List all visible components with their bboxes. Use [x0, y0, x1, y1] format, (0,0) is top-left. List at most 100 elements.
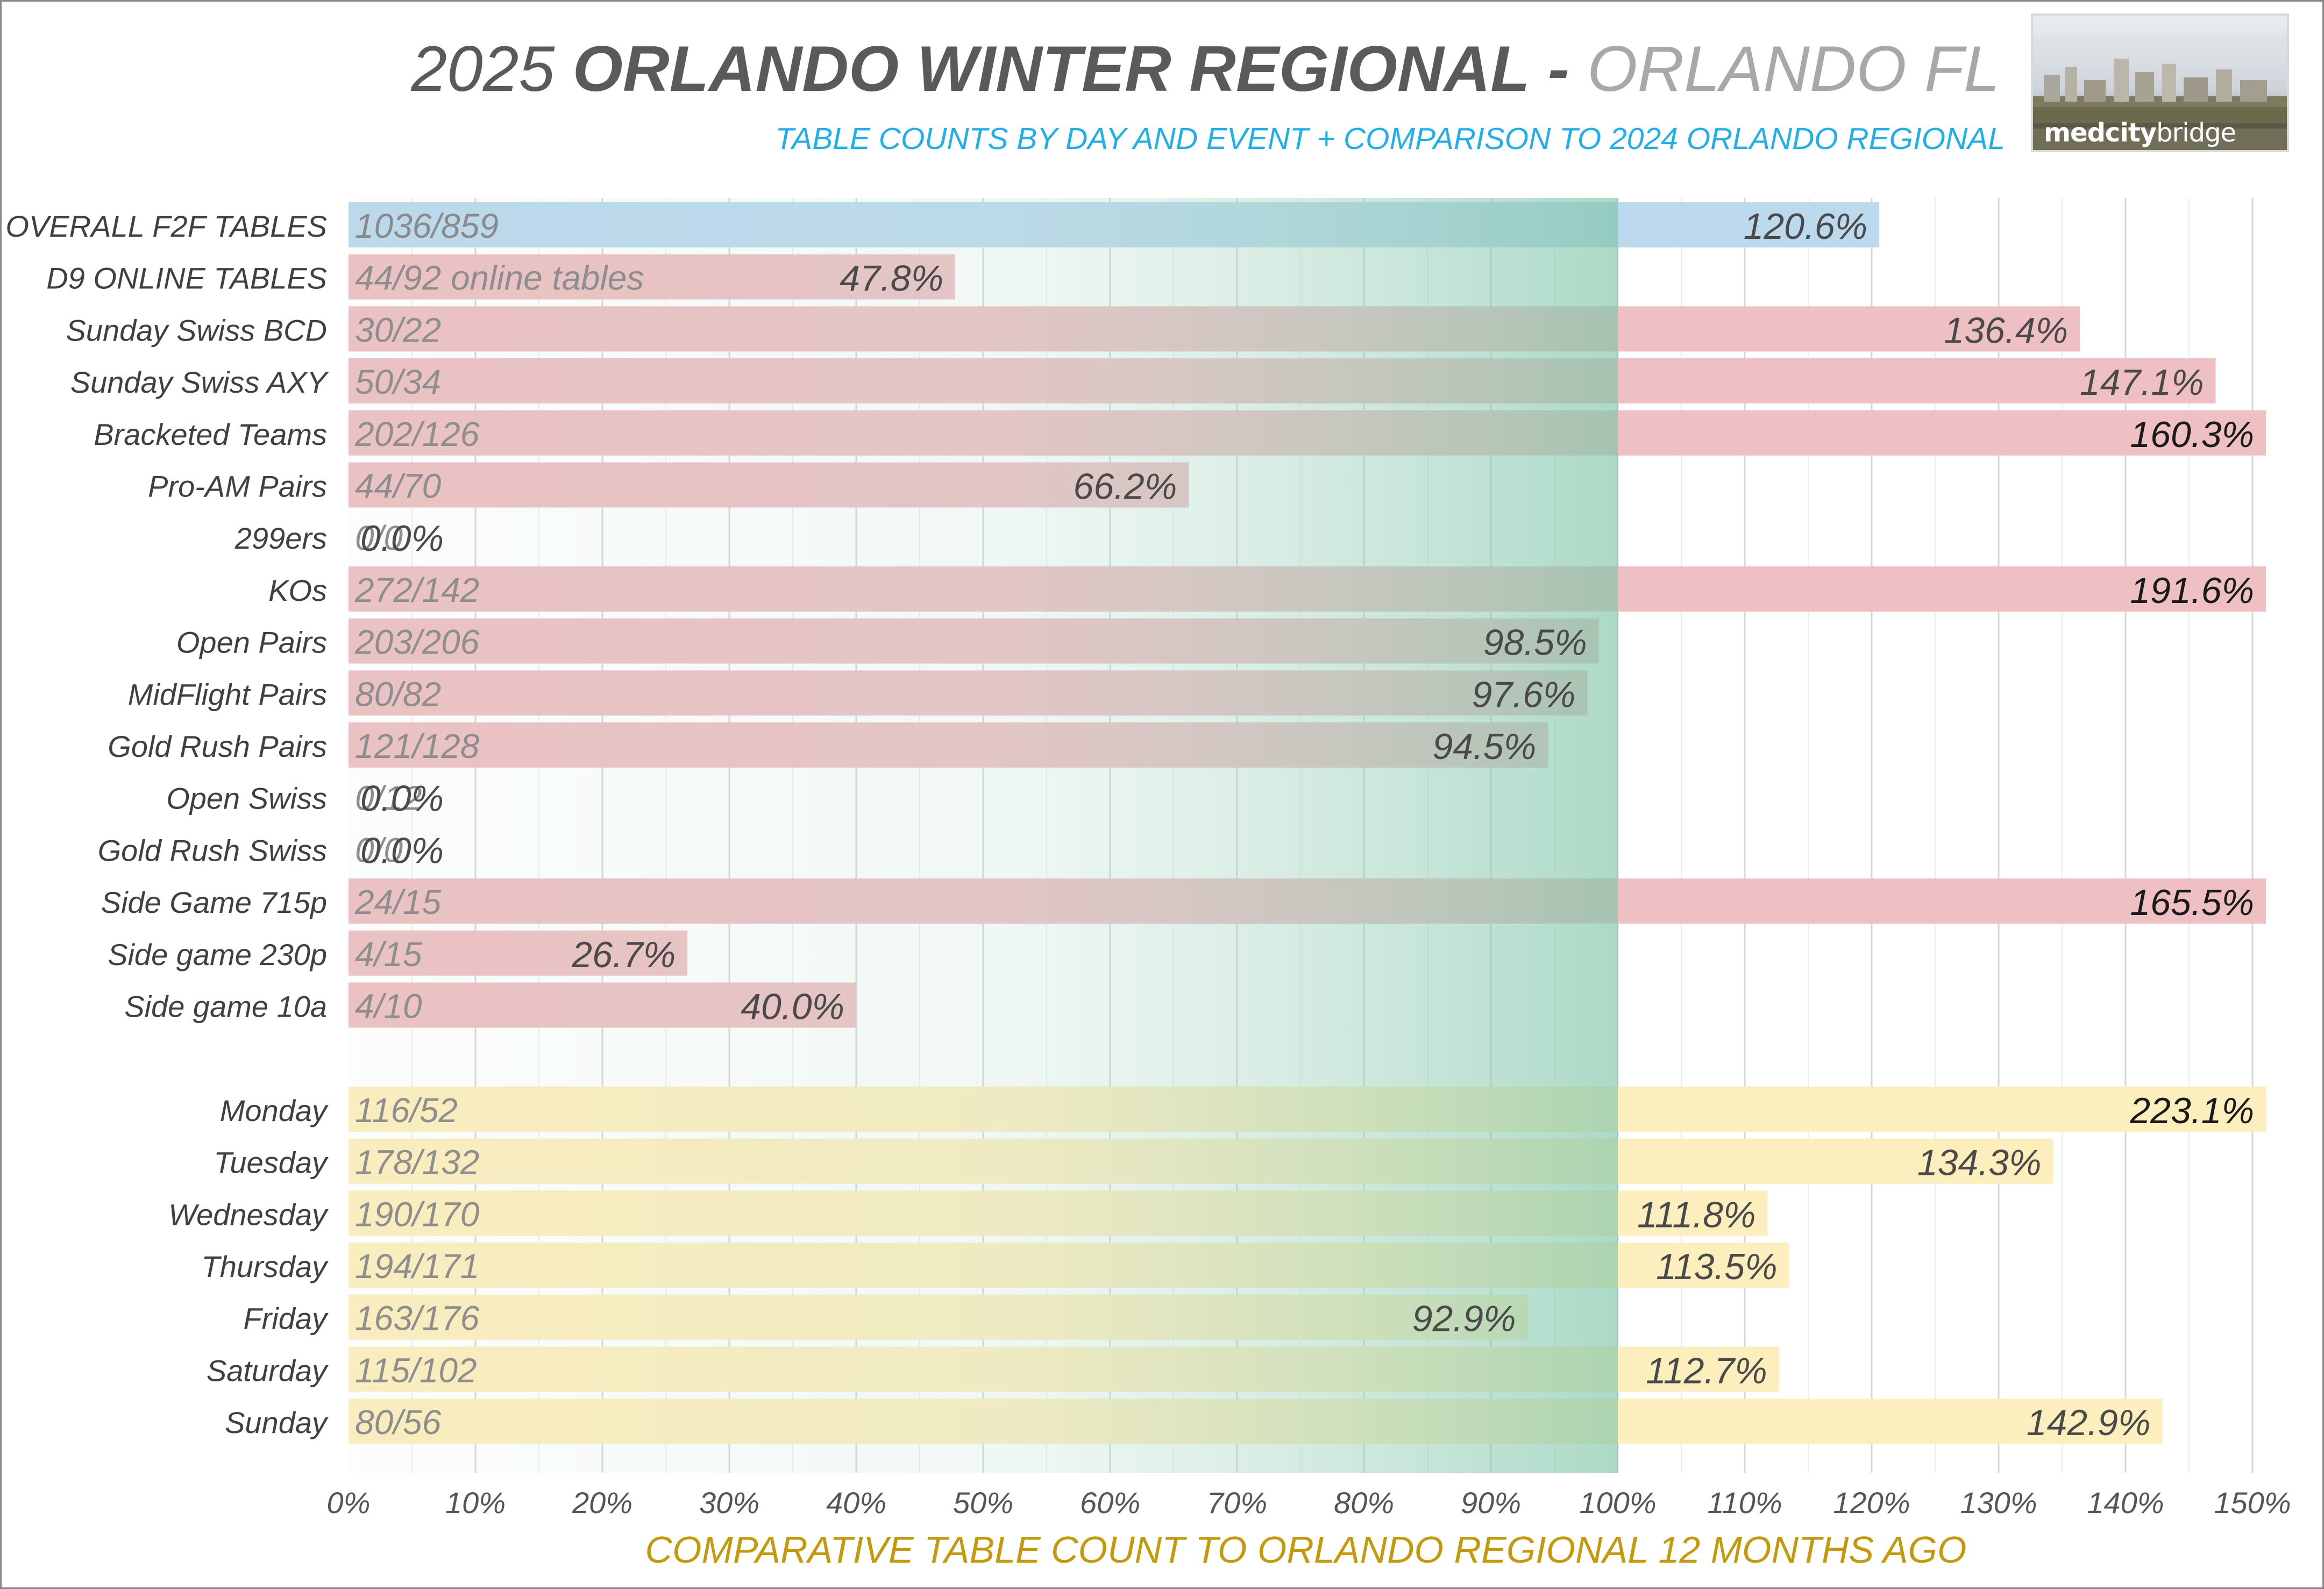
percent-label: 0.0% — [360, 778, 444, 819]
x-tick-label: 100% — [1579, 1486, 1656, 1520]
counts-label: 24/15 — [354, 883, 442, 921]
category-label: OVERALL F2F TABLES — [5, 209, 327, 243]
counts-label: 50/34 — [355, 363, 441, 401]
counts-label: 44/70 — [355, 467, 442, 506]
counts-label: 194/171 — [355, 1247, 479, 1286]
category-label: Bracketed Teams — [94, 417, 327, 451]
counts-label: 1036/859 — [355, 207, 499, 245]
title-event: ORLANDO WINTER REGIONAL — [572, 33, 1530, 105]
category-label: Side Game 715p — [101, 885, 327, 919]
percent-label: 113.5% — [1656, 1246, 1778, 1287]
category-label: 299ers — [234, 521, 327, 555]
percent-label: 47.8% — [840, 258, 943, 299]
x-tick-label: 40% — [826, 1486, 886, 1520]
title-year: 2025 — [411, 33, 555, 105]
logo-text: medcitybridge — [2044, 118, 2236, 148]
x-tick-label: 110% — [1707, 1486, 1782, 1520]
percent-label: 97.6% — [1472, 674, 1576, 715]
x-tick-label: 0% — [327, 1486, 371, 1520]
x-tick-label: 150% — [2214, 1486, 2291, 1520]
x-tick-label: 90% — [1461, 1486, 1521, 1520]
counts-label: 80/56 — [355, 1403, 442, 1442]
percent-label: 223.1% — [2129, 1090, 2254, 1131]
counts-label: 44/92 online tables — [355, 259, 644, 297]
percent-label: 165.5% — [2130, 882, 2254, 923]
category-label: D9 ONLINE TABLES — [46, 261, 327, 295]
category-label: Saturday — [207, 1353, 329, 1387]
logo-text-part2: bridge — [2156, 118, 2236, 148]
category-label: Sunday Swiss BCD — [66, 313, 327, 347]
category-label: Pro-AM Pairs — [148, 470, 327, 503]
title-location: ORLANDO FL — [1587, 33, 2000, 105]
percent-label: 112.7% — [1646, 1350, 1767, 1391]
x-tick-label: 70% — [1207, 1486, 1267, 1520]
category-label: Sunday Swiss AXY — [70, 365, 329, 399]
x-tick-label: 130% — [1960, 1486, 2037, 1520]
percent-label: 92.9% — [1412, 1299, 1516, 1339]
counts-label: 0/12 — [355, 779, 422, 818]
logo-text-part1: medcity — [2044, 118, 2157, 148]
logo-cityscape-image — [2033, 16, 2287, 150]
percent-label: 94.5% — [1432, 726, 1536, 767]
category-label: Gold Rush Pairs — [108, 729, 327, 763]
counts-label: 0/0 — [355, 831, 403, 869]
category-label: Gold Rush Swiss — [98, 833, 327, 867]
percent-label: 66.2% — [1074, 466, 1177, 507]
category-label: Side game 230p — [108, 938, 327, 971]
x-axis-ticks: 0% 10% 20% 30% 40% 50% 60% 70% 80% 90% 100% 110% 120… — [327, 1486, 2291, 1520]
percent-label: 40.0% — [741, 987, 844, 1027]
counts-label: 190/170 — [355, 1195, 480, 1233]
counts-label: 4/15 — [355, 935, 422, 974]
counts-label: 203/206 — [354, 623, 480, 662]
percent-label: 98.5% — [1483, 622, 1587, 663]
x-tick-label: 30% — [699, 1486, 759, 1520]
percent-label: 134.3% — [1917, 1143, 2042, 1183]
percent-label: 136.4% — [1944, 310, 2068, 351]
counts-label: 80/82 — [355, 675, 441, 713]
category-label: Side game 10a — [124, 990, 327, 1024]
counts-label: 115/102 — [355, 1351, 477, 1389]
percent-label: 26.7% — [571, 934, 676, 975]
x-tick-label: 50% — [953, 1486, 1013, 1520]
labels: OVERALL F2F TABLES 1036/859 120.6% D9 ONLIN… — [5, 206, 2254, 1443]
title-separator: - — [1547, 33, 1569, 105]
category-label: Wednesday — [168, 1197, 329, 1231]
category-label: Monday — [220, 1094, 329, 1127]
percent-label: 191.6% — [2130, 570, 2254, 611]
counts-label: 178/132 — [355, 1143, 479, 1182]
counts-label: 202/126 — [354, 415, 480, 453]
x-axis-label: COMPARATIVE TABLE COUNT TO ORLANDO REGIO… — [645, 1529, 1967, 1571]
counts-label: 0/0 — [355, 519, 403, 557]
x-tick-label: 10% — [445, 1486, 506, 1520]
category-label: Thursday — [202, 1250, 329, 1283]
chart-subtitle: TABLE COUNTS BY DAY AND EVENT + COMPARIS… — [775, 122, 2005, 156]
counts-label: 116/52 — [355, 1091, 458, 1130]
comparison-band — [349, 198, 1618, 1473]
counts-label: 121/128 — [355, 727, 480, 765]
percent-label: 160.3% — [2130, 414, 2254, 455]
medcitybridge-logo: medcitybridge — [2031, 13, 2289, 152]
percent-label: 142.9% — [2027, 1402, 2151, 1443]
category-label: Sunday — [225, 1406, 329, 1439]
percent-label: 147.1% — [2080, 362, 2204, 403]
counts-label: 30/22 — [355, 310, 441, 349]
x-tick-label: 80% — [1334, 1486, 1394, 1520]
category-label: Tuesday — [214, 1146, 329, 1180]
x-tick-label: 140% — [2087, 1486, 2164, 1520]
chart-title: 2025 ORLANDO WINTER REGIONAL - ORLANDO F… — [411, 29, 2000, 109]
percent-label: 120.6% — [1744, 206, 1868, 247]
percent-label: 0.0% — [360, 830, 444, 871]
category-label: Open Pairs — [176, 626, 327, 659]
x-tick-label: 20% — [572, 1486, 632, 1520]
x-tick-label: 60% — [1080, 1486, 1140, 1520]
category-label: Open Swiss — [166, 782, 327, 815]
counts-label: 4/10 — [355, 987, 422, 1026]
counts-label: 163/176 — [355, 1299, 480, 1338]
category-label: Friday — [243, 1302, 329, 1336]
x-tick-label: 120% — [1833, 1486, 1910, 1520]
counts-label: 272/142 — [354, 571, 479, 609]
percent-label: 0.0% — [360, 518, 444, 559]
percent-label: 111.8% — [1637, 1194, 1756, 1235]
